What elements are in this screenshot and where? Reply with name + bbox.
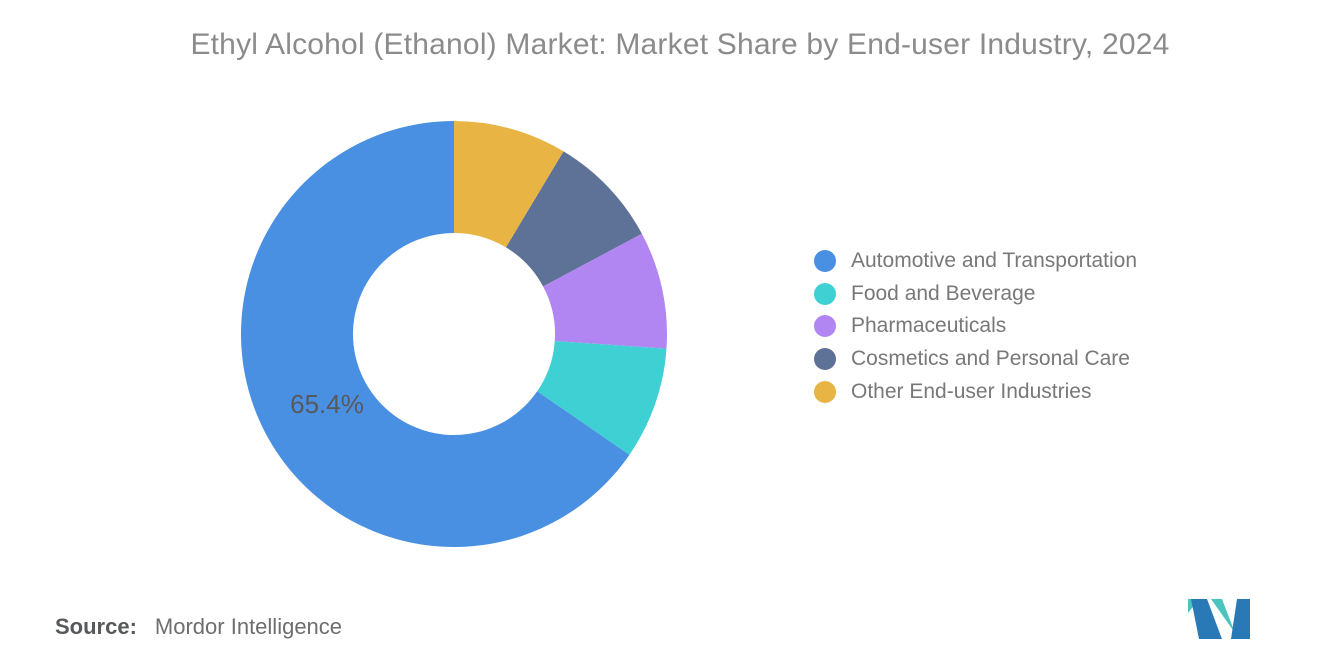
slice-data-label: 65.4% — [290, 389, 364, 419]
legend-swatch-icon — [814, 282, 836, 305]
donut-slice-pharmaceuticals[interactable] — [543, 233, 667, 349]
mordor-intelligence-logo — [1188, 599, 1250, 639]
legend: Automotive and Transportation Food and Be… — [814, 245, 1137, 408]
donut-slice-cosmetics-and-personal-care[interactable] — [505, 151, 642, 287]
source-row: Source: Mordor Intelligence — [55, 614, 342, 640]
legend-item-automotive-and-transportation[interactable]: Automotive and Transportation — [814, 245, 1137, 278]
donut-slice-other-end-user-industries[interactable] — [454, 121, 564, 248]
chart-title: Ethyl Alcohol (Ethanol) Market: Market S… — [190, 28, 1170, 61]
donut-slice-food-and-beverage[interactable] — [537, 340, 667, 455]
legend-item-label: Automotive and Transportation — [851, 249, 1138, 273]
legend-swatch-icon — [814, 250, 836, 273]
legend-swatch-icon — [814, 315, 836, 338]
source-label: Source: — [55, 614, 137, 639]
donut-slice-automotive-and-transportation[interactable] — [240, 121, 630, 547]
donut-chart — [240, 121, 667, 547]
legend-item-cosmetics-and-personal-care[interactable]: Cosmetics and Personal Care — [814, 343, 1137, 376]
legend-item-label: Other End-user Industries — [851, 379, 1092, 403]
logo-shape-blue-stroke-right — [1231, 599, 1250, 639]
legend-item-pharmaceuticals[interactable]: Pharmaceuticals — [814, 310, 1137, 343]
legend-item-label: Pharmaceuticals — [851, 314, 1007, 338]
legend-item-food-and-beverage[interactable]: Food and Beverage — [814, 278, 1137, 311]
legend-swatch-icon — [814, 348, 836, 371]
legend-item-other-end-user-industries[interactable]: Other End-user Industries — [814, 375, 1137, 408]
legend-item-label: Cosmetics and Personal Care — [851, 347, 1130, 371]
logo-shape-blue-stroke-left — [1191, 599, 1222, 639]
legend-item-label: Food and Beverage — [851, 281, 1036, 305]
logo-shape-teal-triangle-middle — [1211, 599, 1235, 633]
legend-swatch-icon — [814, 380, 836, 403]
source-text: Mordor Intelligence — [154, 614, 343, 639]
